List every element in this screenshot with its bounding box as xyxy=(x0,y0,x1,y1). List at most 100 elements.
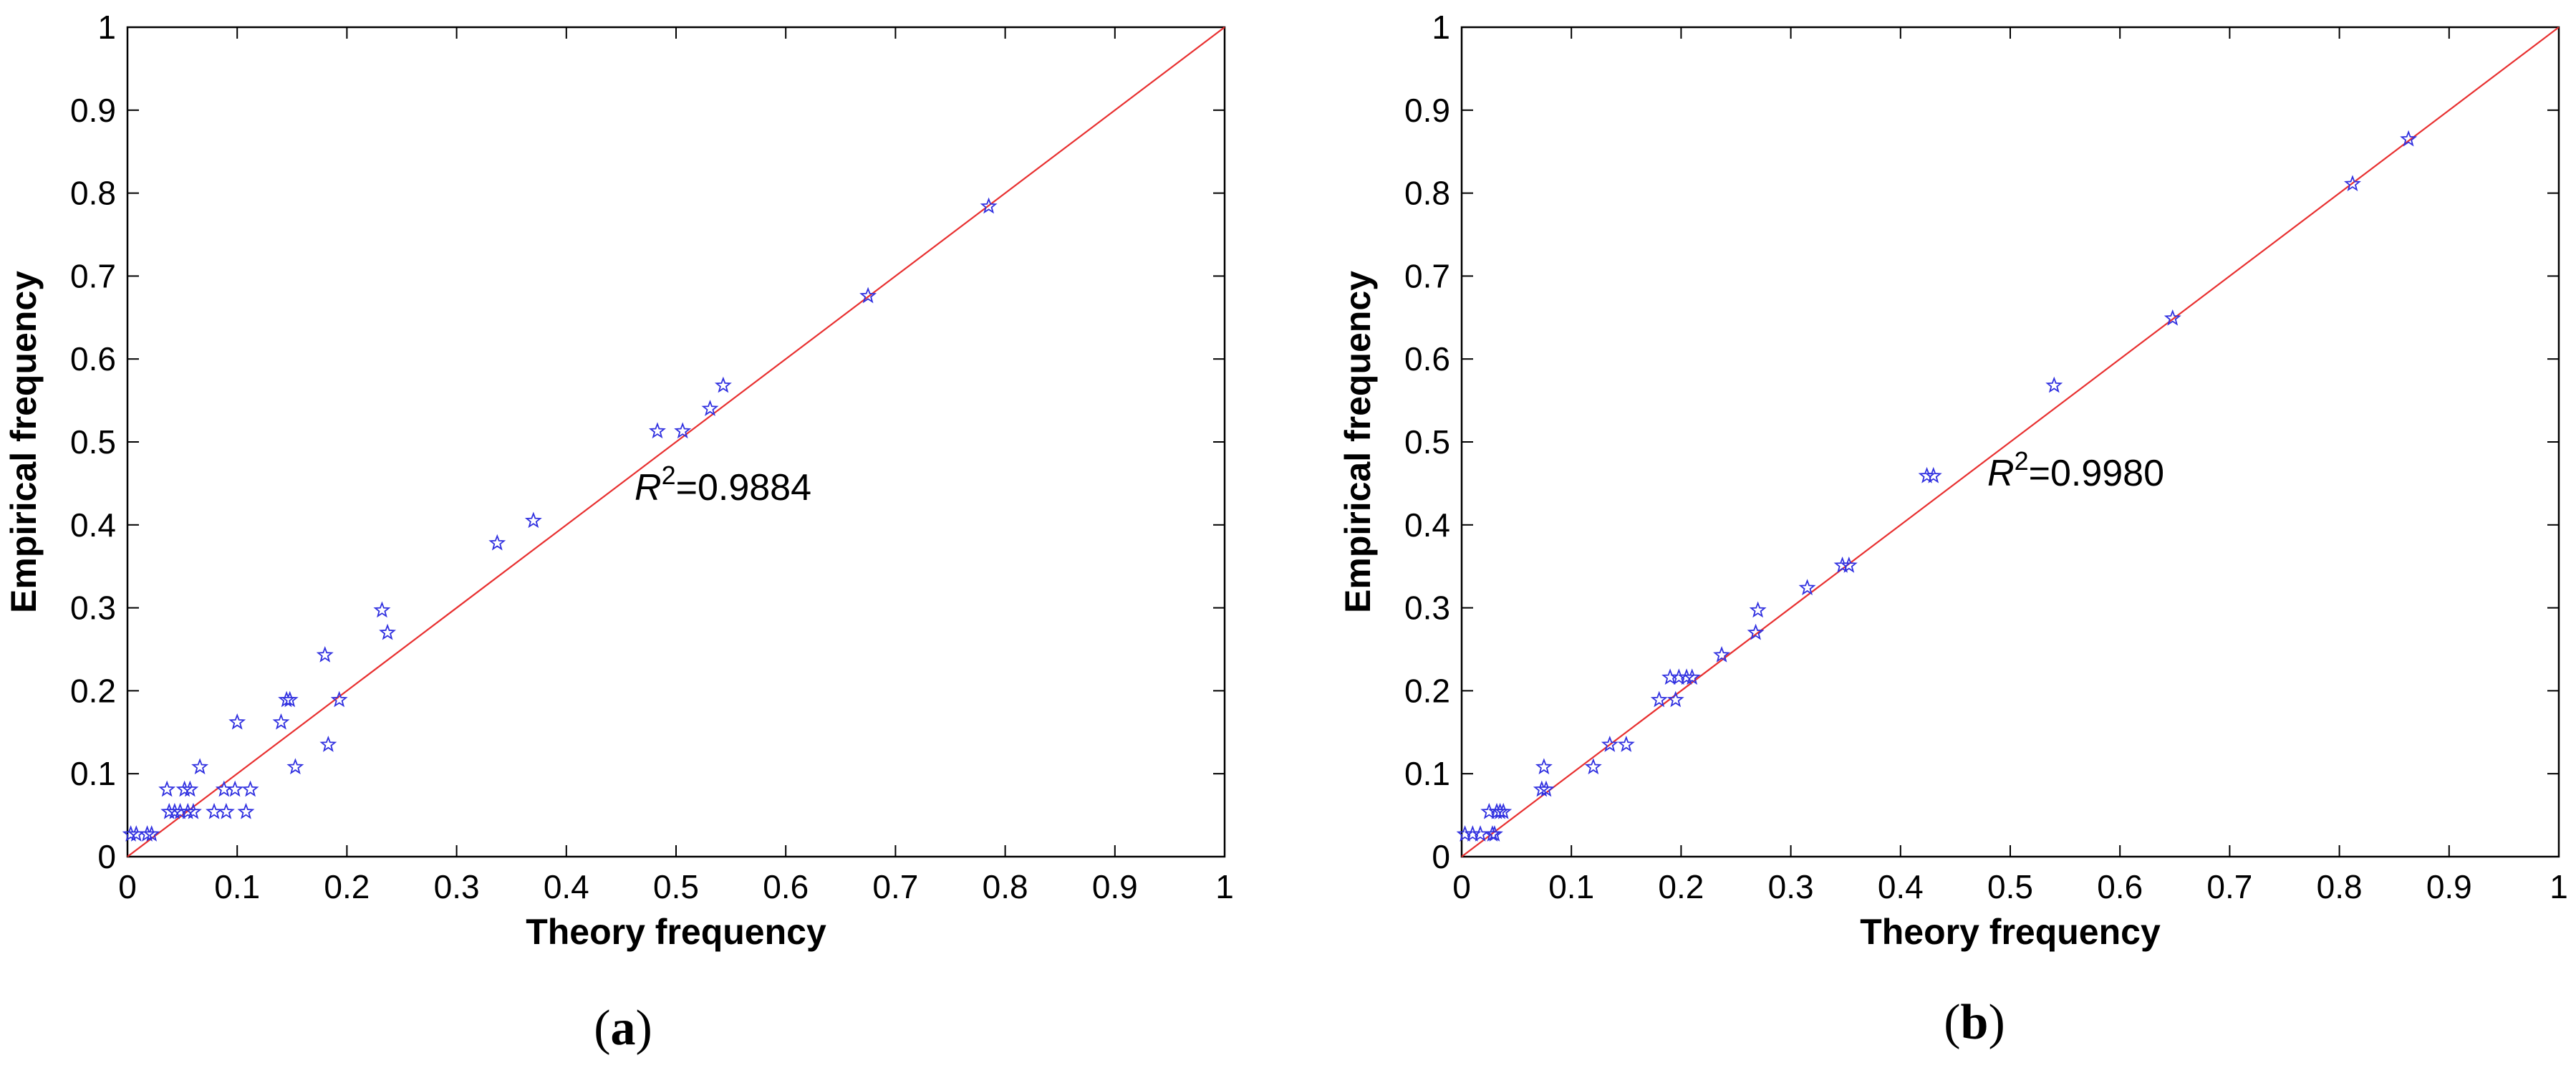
data-point xyxy=(1535,758,1553,775)
r-squared-value: =0.9884 xyxy=(676,467,811,509)
r-squared-exponent: 2 xyxy=(2015,446,2029,476)
caption-close: ) xyxy=(1988,995,2005,1050)
panel-caption: (a) xyxy=(594,1001,652,1056)
data-point xyxy=(2400,130,2418,147)
x-tick-label: 1 xyxy=(1215,868,1234,905)
panel-caption: (b) xyxy=(1944,995,2005,1050)
data-point xyxy=(1601,736,1619,752)
r-squared-value: =0.9980 xyxy=(2029,453,2164,494)
x-tick-label: 0 xyxy=(118,868,137,905)
data-point xyxy=(217,802,235,819)
data-point xyxy=(191,758,209,775)
y-tick-label: 0.4 xyxy=(70,506,116,544)
x-tick-label: 0.6 xyxy=(2097,868,2143,905)
x-tick-label: 0.7 xyxy=(2206,868,2252,905)
y-tick-label: 0.6 xyxy=(70,340,116,377)
data-point xyxy=(122,825,140,842)
r-squared-symbol: R xyxy=(1987,453,2015,494)
x-tick-label: 0.3 xyxy=(1768,868,1814,905)
x-tick-label: 0.4 xyxy=(1878,868,1924,905)
data-point xyxy=(330,690,348,708)
y-tick-label: 0.1 xyxy=(1404,755,1450,792)
y-tick-label: 0.8 xyxy=(1404,175,1450,212)
y-tick-label: 0.9 xyxy=(1404,92,1450,129)
y-tick-label: 0.1 xyxy=(70,755,116,792)
chart-panel-a: 0 0.1 0.2 0.3 0.4 0.5 0.6 0.7 0.8 0.9 1 0 0.1 0.2 0.3 0… xyxy=(4,9,1234,1056)
data-point xyxy=(701,400,719,416)
x-tick-label: 0.3 xyxy=(434,868,480,905)
data-point xyxy=(143,825,160,842)
data-point xyxy=(1533,780,1550,797)
data-points xyxy=(1456,130,2418,842)
data-point xyxy=(714,376,732,393)
data-point xyxy=(1464,825,1482,842)
data-point xyxy=(226,780,244,797)
data-point xyxy=(181,780,199,797)
data-point xyxy=(1798,579,1816,595)
y-tick-label: 0.4 xyxy=(1404,506,1450,544)
data-point xyxy=(1617,736,1635,752)
data-point xyxy=(1749,601,1767,618)
x-tick-label: 0.9 xyxy=(2426,868,2472,905)
caption-letter: b xyxy=(1961,995,1989,1050)
x-tick-label: 0.4 xyxy=(544,868,589,905)
r-squared-annotation: R2=0.9980 xyxy=(1987,446,2164,494)
x-tick-label: 0.8 xyxy=(2317,868,2363,905)
y-tick-label: 0.7 xyxy=(1404,257,1450,294)
data-point xyxy=(272,713,290,730)
data-point xyxy=(2344,175,2361,192)
data-point xyxy=(1924,466,1942,483)
data-point xyxy=(674,422,692,439)
data-point xyxy=(1486,825,1503,842)
caption-letter: a xyxy=(611,1001,636,1056)
r-squared-symbol: R xyxy=(635,467,662,509)
r-squared-exponent: 2 xyxy=(662,461,676,490)
r-squared-annotation: R2=0.9884 xyxy=(635,461,811,509)
data-point xyxy=(1747,623,1765,640)
data-point xyxy=(237,802,255,819)
data-point xyxy=(1480,802,1498,819)
x-tick-label: 0.1 xyxy=(214,868,260,905)
data-point xyxy=(241,780,259,797)
y-axis-label: Empirical frequency xyxy=(1338,271,1378,613)
caption-open: ( xyxy=(594,1001,610,1056)
y-tick-label: 0 xyxy=(1432,838,1450,875)
data-point xyxy=(1678,668,1696,685)
data-point xyxy=(1713,646,1731,663)
data-point xyxy=(1584,758,1602,775)
data-point xyxy=(1650,690,1668,708)
y-axis-label: Empirical frequency xyxy=(4,271,44,613)
y-tick-label: 0.7 xyxy=(70,257,116,294)
data-point xyxy=(206,802,223,819)
data-point xyxy=(524,511,542,529)
y-tick-label: 0.3 xyxy=(70,589,116,627)
data-point xyxy=(373,601,391,618)
x-tick-label: 0.2 xyxy=(324,868,370,905)
x-tick-label: 0.8 xyxy=(983,868,1028,905)
data-point xyxy=(179,802,197,819)
data-point xyxy=(165,802,183,819)
x-tick-label: 0.5 xyxy=(653,868,699,905)
x-tick-label: 0.5 xyxy=(1987,868,2033,905)
data-point xyxy=(1495,802,1513,819)
y-tick-label: 0.5 xyxy=(70,423,116,461)
y-tick-label: 0.2 xyxy=(70,672,116,709)
y-tick-label: 0.8 xyxy=(70,175,116,212)
data-point xyxy=(281,690,299,708)
y-tick-label: 0 xyxy=(97,838,116,875)
y-tick-label: 0.2 xyxy=(1404,672,1450,709)
x-tick-label: 1 xyxy=(2550,868,2568,905)
data-point xyxy=(1456,825,1474,842)
data-point xyxy=(286,758,304,775)
ticks: 0 0.1 0.2 0.3 0.4 0.5 0.6 0.7 0.8 0.9 1 0 0.1 0.2 0.3 0… xyxy=(70,9,1234,905)
data-point xyxy=(649,422,666,439)
data-point xyxy=(1666,690,1684,708)
data-point xyxy=(158,780,176,797)
caption-close: ) xyxy=(636,1001,652,1056)
x-tick-label: 0.7 xyxy=(872,868,918,905)
x-axis-label: Theory frequency xyxy=(1860,912,2161,952)
x-axis-label: Theory frequency xyxy=(526,912,826,952)
x-tick-label: 0.1 xyxy=(1548,868,1594,905)
y-tick-label: 0.6 xyxy=(1404,340,1450,377)
